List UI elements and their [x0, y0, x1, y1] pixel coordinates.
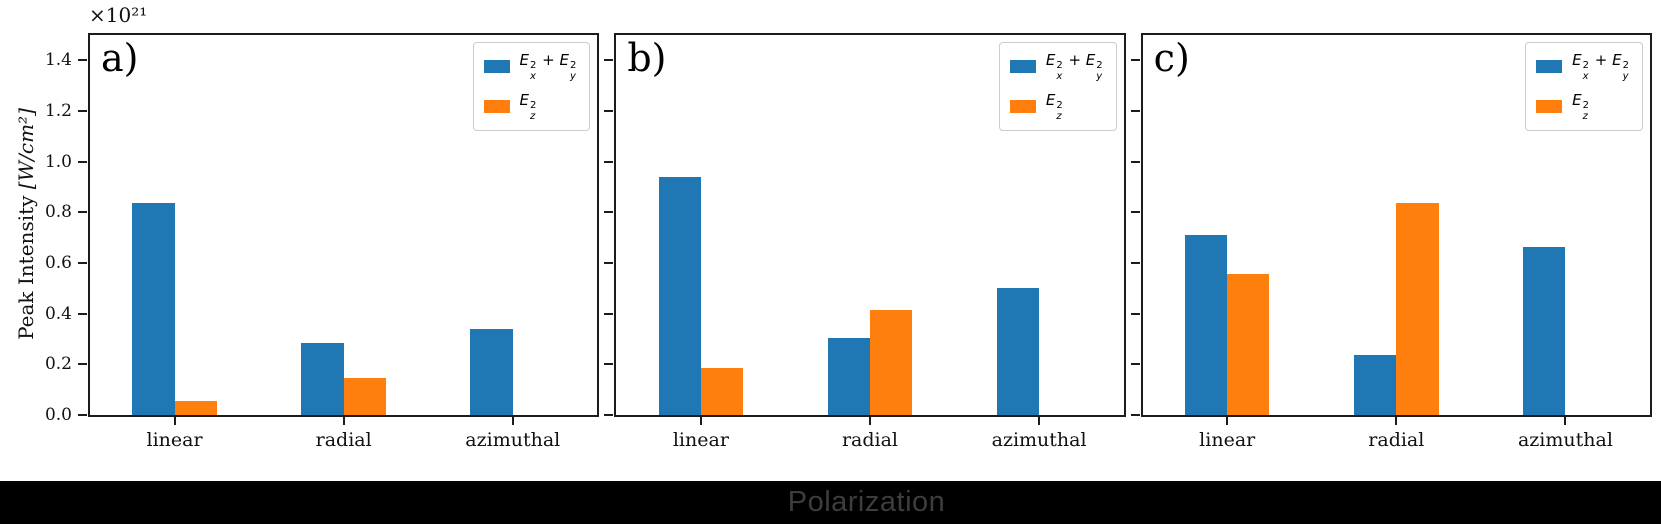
- y-axis-label-units: [W/cm²]: [14, 108, 38, 190]
- x-axis-tick: [699, 417, 702, 425]
- y-axis-tick: [78, 160, 87, 163]
- legend-swatch: [1009, 100, 1036, 113]
- bar-radial-series-2: [1396, 203, 1439, 415]
- x-axis-tick-label: azimuthal: [465, 429, 561, 451]
- bar-radial-series-1: [1354, 355, 1397, 415]
- panel-letter-label: c): [1153, 36, 1190, 80]
- x-axis-tick: [1038, 417, 1041, 425]
- y-axis-tick: [78, 211, 87, 214]
- x-axis-tick-label: linear: [672, 429, 729, 451]
- legend-swatch: [483, 100, 510, 113]
- y-axis-tick: [78, 363, 87, 366]
- y-axis-tick-label: 1.0: [44, 151, 72, 172]
- caption-bar: Polarization: [0, 481, 1661, 524]
- y-axis-tick: [604, 262, 614, 264]
- y-axis-tick-label: 0.6: [44, 253, 72, 273]
- x-axis-tick-label: radial: [315, 429, 372, 451]
- bar-linear-series-1: [1184, 235, 1228, 415]
- y-axis-tick-label: 0.8: [44, 202, 72, 223]
- legend-swatch: [1536, 100, 1563, 113]
- y-axis-tick: [1130, 110, 1140, 112]
- x-axis-tick: [1395, 417, 1398, 425]
- y-axis-tick: [78, 110, 87, 112]
- y-axis-tick-label: 1.4: [44, 50, 72, 71]
- legend-swatch: [483, 60, 510, 73]
- caption-text: Polarization: [787, 486, 946, 518]
- x-axis-tick-label: radial: [841, 429, 899, 451]
- x-axis-tick-label: linear: [146, 429, 203, 451]
- bar-radial-series-1: [301, 342, 344, 415]
- bar-radial-series-2: [869, 309, 913, 415]
- bar-linear-series-2: [1227, 274, 1270, 415]
- y-axis-tick: [1130, 312, 1140, 315]
- legend-swatch: [1536, 60, 1563, 73]
- bar-radial-series-1: [827, 337, 870, 415]
- x-axis-tick-label: linear: [1199, 429, 1256, 451]
- y-axis-tick-label: 0.4: [44, 303, 72, 324]
- bar-linear-series-1: [658, 176, 701, 415]
- y-axis-tick-label: 1.2: [44, 101, 72, 121]
- y-axis-tick: [78, 414, 87, 416]
- y-axis-tick: [604, 160, 614, 163]
- y-axis-tick: [604, 312, 614, 315]
- y-axis-tick: [1130, 363, 1140, 366]
- bar-linear-series-1: [132, 203, 175, 415]
- y-axis-tick: [604, 363, 614, 366]
- x-axis-tick-label: azimuthal: [991, 429, 1087, 451]
- bar-azimuthal-series-1: [996, 288, 1040, 415]
- y-axis-offset-label: ×10²¹: [89, 3, 148, 27]
- legend-swatch: [1009, 60, 1036, 73]
- y-axis-tick: [604, 211, 614, 214]
- x-axis-tick-label: radial: [1368, 429, 1425, 451]
- y-axis-tick: [604, 110, 614, 112]
- axes-panel-a: a) 0.0 0.2 0.4 0.6 0.8 1.0 1.2 1.4 linear radial az…: [45, 33, 600, 451]
- y-axis-tick: [78, 59, 87, 62]
- bar-radial-series-2: [343, 378, 386, 415]
- panel-letter-label: b): [627, 36, 667, 80]
- bar-azimuthal-series-1: [470, 328, 513, 415]
- subplot-row: a) 0.0 0.2 0.4 0.6 0.8 1.0 1.2 1.4 linear radial az…: [45, 33, 1652, 451]
- panel-letter-label: a): [101, 36, 139, 80]
- y-axis-tick-label: 0.2: [44, 354, 72, 375]
- y-axis-tick: [1130, 414, 1140, 416]
- y-axis-tick-label: 0.0: [44, 405, 72, 425]
- y-axis-tick: [78, 312, 87, 315]
- y-axis-tick: [1130, 211, 1140, 214]
- x-axis-tick: [1226, 417, 1229, 425]
- y-axis-tick: [1130, 59, 1140, 62]
- y-axis-tick: [1130, 160, 1140, 163]
- bar-linear-series-2: [174, 401, 217, 415]
- x-axis-tick-label: azimuthal: [1517, 429, 1613, 451]
- x-axis-tick: [511, 417, 514, 425]
- x-axis-tick: [342, 417, 345, 425]
- x-axis-tick: [173, 417, 176, 425]
- y-axis-tick: [1130, 262, 1140, 264]
- y-axis-tick: [604, 59, 614, 62]
- y-axis-tick: [78, 262, 87, 264]
- bar-azimuthal-series-1: [1523, 246, 1566, 415]
- bar-linear-series-2: [700, 368, 744, 415]
- y-axis-tick: [604, 414, 614, 416]
- x-axis-tick: [1564, 417, 1567, 425]
- x-axis-tick: [868, 417, 871, 425]
